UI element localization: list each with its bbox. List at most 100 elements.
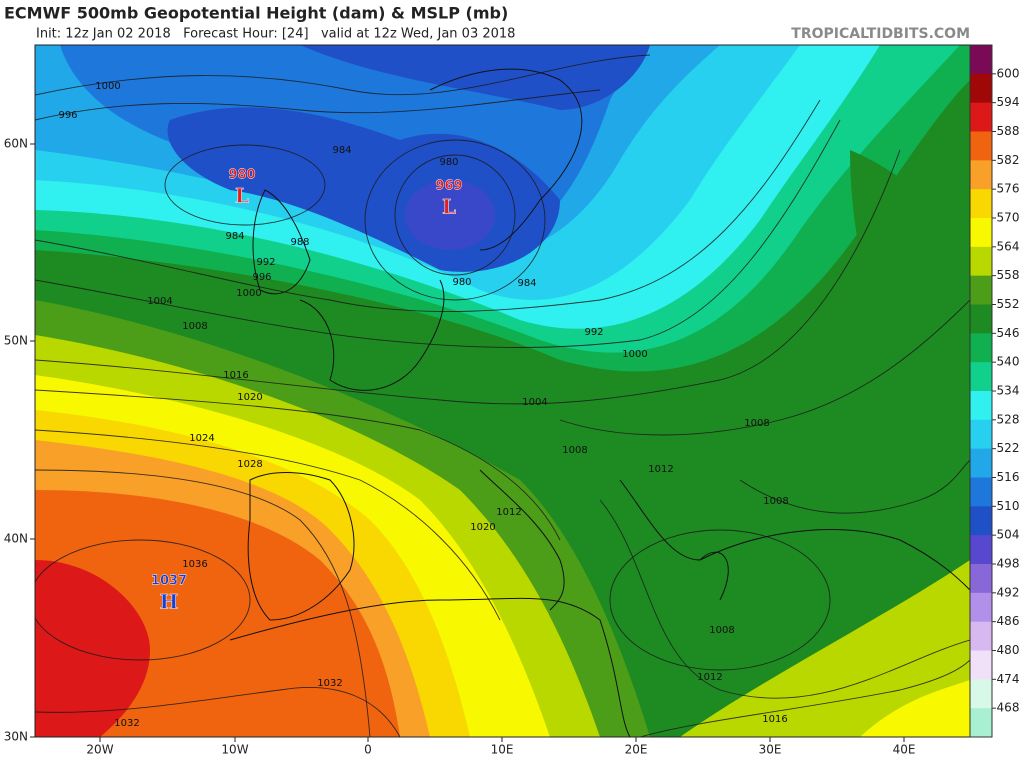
isobar: [609, 529, 831, 671]
colorbar-label: 516: [997, 470, 1020, 484]
isobar-label: 1036: [182, 559, 207, 570]
center-value: 969: [435, 179, 462, 194]
field-band: [35, 560, 150, 737]
colorbar-label: 588: [997, 124, 1020, 138]
colorbar-swatch: [970, 189, 992, 219]
isobar: [639, 659, 970, 737]
lon-label: 10W: [221, 743, 248, 757]
isobar-label: 992: [584, 327, 603, 338]
lat-label: 30N: [4, 730, 28, 744]
colorbar-label: 498: [997, 557, 1020, 571]
isobar-label: 1000: [95, 81, 120, 92]
isobar: [35, 119, 841, 348]
colorbar-label: 570: [997, 211, 1020, 225]
title: ECMWF 500mb Geopotential Height (dam) & …: [4, 4, 508, 23]
colorbar-swatch: [970, 592, 992, 623]
isobar-label: 1016: [223, 370, 248, 381]
isobar-label: 1028: [237, 459, 262, 470]
isobar-label: 1012: [496, 507, 521, 518]
colorbar-label: 594: [997, 95, 1020, 109]
center-letter: L: [235, 184, 249, 208]
colorbar-label: 522: [997, 441, 1020, 455]
isobar-label: 984: [517, 278, 536, 289]
isobar: [35, 54, 651, 96]
colorbar-label: 486: [997, 614, 1020, 628]
subtitle: Init: 12z Jan 02 2018 Forecast Hour: [24…: [36, 27, 515, 42]
isobar-label: 1008: [744, 418, 769, 429]
coastline: [619, 479, 729, 601]
lon-label: 30E: [759, 743, 782, 757]
colorbar-label: 552: [997, 297, 1020, 311]
colorbar-swatch: [970, 564, 992, 594]
isobar: [599, 499, 970, 699]
colorbar-swatch: [970, 535, 992, 565]
colorbar-swatch: [970, 679, 992, 709]
colorbar-label: 528: [997, 412, 1020, 426]
isobar-label: 1032: [114, 718, 139, 729]
isobar: [35, 389, 561, 541]
colorbar-label: 558: [997, 268, 1020, 282]
isobar: [35, 89, 601, 121]
colorbar-swatch: [970, 448, 992, 478]
isobar-label: 1004: [522, 397, 547, 408]
colorbar-swatch: [970, 218, 992, 248]
center-letter: H: [160, 590, 179, 614]
lon-label: 20W: [86, 743, 113, 757]
lat-label: 40N: [4, 532, 28, 546]
colorbar-swatch: [970, 102, 992, 132]
isobar-label: 988: [290, 237, 309, 248]
colorbar-label: 492: [997, 585, 1020, 599]
isobar-label: 992: [256, 257, 275, 268]
colorbar-swatch: [970, 650, 992, 680]
isobar-label: 1008: [182, 321, 207, 332]
colorbar-label: 510: [997, 499, 1020, 513]
isobar: [394, 154, 516, 276]
map-field: [35, 45, 970, 737]
isobar-label: 1024: [189, 433, 214, 444]
colorbar-swatch: [970, 275, 992, 305]
isobar-label: 1012: [648, 464, 673, 475]
isobar-label: 1020: [237, 392, 262, 403]
lon-label: 0: [364, 743, 372, 757]
isobar-label: 980: [439, 157, 458, 168]
isobar-label: 984: [225, 231, 244, 242]
coastline: [299, 279, 445, 391]
isobar-label: 1000: [236, 288, 261, 299]
field-band: [405, 180, 495, 250]
colorbar-swatch: [970, 73, 992, 104]
colorbar-swatch: [970, 362, 992, 392]
isobar-label: 1016: [762, 714, 787, 725]
isobar-label: 1004: [147, 296, 172, 307]
colorbar-swatch: [970, 477, 992, 507]
colorbar-swatch: [970, 621, 992, 651]
isobar-label: 1000: [622, 349, 647, 360]
isobar: [164, 144, 326, 226]
colorbar-label: 546: [997, 326, 1020, 340]
isobar-label: 996: [252, 272, 271, 283]
center-value: 980: [228, 168, 255, 183]
lon-label: 40E: [893, 743, 916, 757]
isobar: [739, 459, 970, 514]
lon-label: 10E: [491, 743, 514, 757]
colorbar-label: 534: [997, 384, 1020, 398]
isobar-label: 1032: [317, 678, 342, 689]
field-band: [860, 680, 970, 737]
isobar: [559, 299, 970, 436]
colorbar-swatch: [970, 391, 992, 421]
colorbar-label: 576: [997, 182, 1020, 196]
colorbar-swatch: [970, 419, 992, 450]
colorbar-swatch: [970, 333, 992, 363]
isobar: [35, 149, 901, 405]
coastline: [247, 472, 355, 621]
coastline: [479, 469, 565, 611]
isobar-label: 1008: [709, 625, 734, 636]
colorbar-label: 480: [997, 643, 1020, 657]
isobar: [35, 429, 501, 621]
colorbar-label: 582: [997, 153, 1020, 167]
isobar: [35, 539, 251, 661]
isobar-label: 1008: [763, 496, 788, 507]
colorbar-label: 474: [997, 672, 1020, 686]
colorbar-swatch: [970, 506, 992, 536]
isobar-label: 1008: [562, 445, 587, 456]
